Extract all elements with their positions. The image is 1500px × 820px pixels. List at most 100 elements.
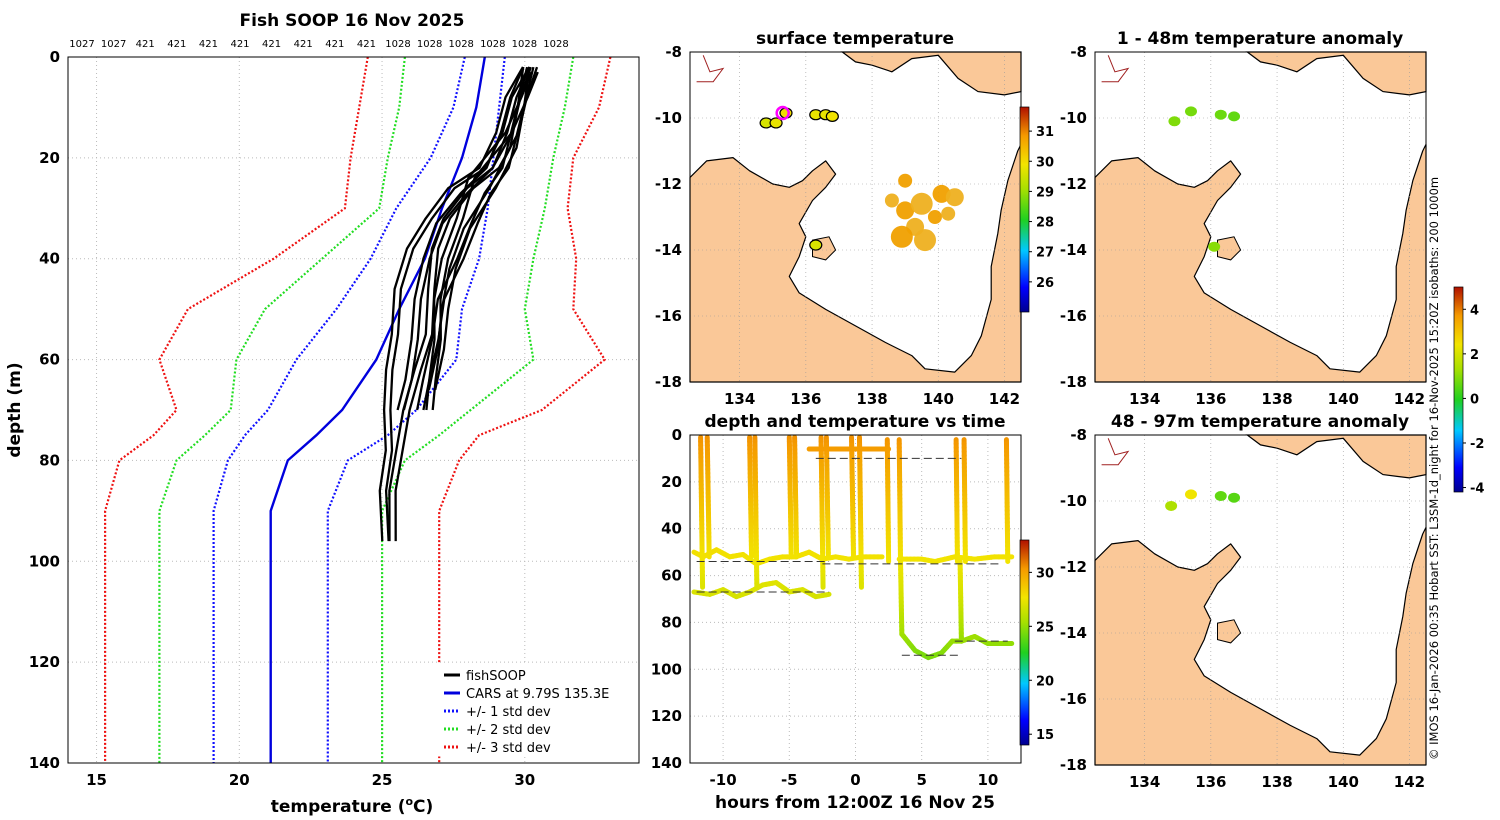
map-data-point: [1228, 492, 1241, 503]
profile-panel: Fish SOOP 16 Nov 2025 1027 1027 421 421 421 4…: [5, 11, 640, 817]
anom1-map: -8 -10 -12 -14 -16 -18 134 136 138 140 142: [1060, 43, 1427, 408]
profile-lines: [103, 57, 612, 763]
time-tracks: [691, 434, 1015, 661]
time-panel-title: depth and temperature vs time: [705, 412, 1006, 432]
isobath-line: [696, 55, 725, 83]
y-tick-label: 0: [672, 426, 682, 444]
fish-cast: [434, 66, 531, 391]
series-std3: [438, 57, 612, 763]
series-std1: [212, 57, 466, 763]
top-id-label: 1028: [448, 39, 473, 50]
map-lat-label: -18: [1060, 756, 1087, 774]
map-data-point: [1208, 241, 1221, 252]
series-std3: [103, 57, 369, 763]
sst-patch: [910, 192, 933, 215]
anom-colorbar-ticks: -4 -2 0 2 4: [1463, 303, 1484, 497]
map-lat-label: -8: [665, 43, 682, 61]
legend-cars: CARS at 9.79S 135.3E: [466, 687, 609, 702]
y-tick-label: 0: [50, 48, 60, 66]
x-tick-label: 10: [977, 771, 998, 789]
map-lat-label: -14: [655, 241, 682, 259]
top-id-label: 421: [199, 39, 218, 50]
x-tick-label: -5: [781, 771, 798, 789]
colorbar-tick-label: -4: [1470, 482, 1484, 497]
anom1-map-panel: 1 - 48m temperature anomaly -8-10-12-14-…: [1060, 29, 1427, 408]
map-frame: [1094, 51, 1427, 383]
map-lat-label: -14: [1060, 624, 1087, 642]
sst-patch: [945, 188, 964, 207]
map-data-point: [1214, 491, 1227, 502]
colorbar-tick-label: 25: [1036, 620, 1054, 635]
map-lat-label: -16: [1060, 690, 1087, 708]
map-data-point: [1168, 116, 1181, 127]
fish-cast: [427, 66, 525, 391]
x-tick-label: -10: [710, 771, 737, 789]
map-lat-label: -16: [655, 307, 682, 325]
legend-fish: fishSOOP: [466, 669, 526, 684]
series-std2: [158, 57, 406, 763]
map-lon-label: 134: [1129, 773, 1160, 791]
anom2-map-panel: 48 - 97m temperature anomaly -8 -10 -12 -14…: [1060, 412, 1427, 791]
fish-cast: [394, 66, 539, 542]
colorbar-tick-label: -2: [1470, 437, 1484, 452]
x-tick-label: 15: [86, 771, 107, 789]
sst-map-panel: surface temperature -8 -10 -12 -14 -16 -18 134…: [655, 29, 1054, 408]
x-tick-label: 0: [850, 771, 860, 789]
y-tick-label: 100: [651, 660, 682, 678]
top-id-label: 1028: [512, 39, 537, 50]
map-lon-label: 142: [989, 390, 1020, 408]
top-id-label: 421: [262, 39, 281, 50]
sst-map: -8 -10 -12 -14 -16 -18 134 136 138 140 142: [655, 43, 1022, 408]
top-id-label: 1028: [385, 39, 410, 50]
top-id-label: 421: [230, 39, 249, 50]
top-id-label: 421: [136, 39, 155, 50]
top-id-label: 421: [325, 39, 344, 50]
map-lat-label: -16: [1060, 307, 1087, 325]
x-tick-label: 20: [229, 771, 250, 789]
y-tick-label: 40: [661, 520, 682, 538]
series-std2: [381, 57, 575, 763]
sst-patch: [898, 173, 913, 188]
sst-patch: [927, 210, 942, 224]
colorbar-tick-label: 4: [1470, 303, 1479, 318]
top-id-label: 1028: [543, 39, 568, 50]
fish-cast: [431, 71, 539, 411]
map-lon-label: 140: [1328, 773, 1359, 791]
time-xlabel: hours from 12:00Z 16 Nov 25: [715, 793, 995, 813]
x-tick-label: 5: [916, 771, 926, 789]
sst-colorbar-ramp: [1019, 106, 1030, 313]
profile-top-ids: 1027 1027 421 421 421 421 421 421 421 421 1028 1028…: [69, 39, 568, 50]
map-lon-label: 136: [790, 390, 821, 408]
land-groote-eylandt: [1217, 619, 1242, 644]
colorbar-tick-label: 0: [1470, 392, 1479, 407]
isobath-line: [1101, 438, 1130, 466]
sst-patch: [890, 225, 913, 248]
legend-std1: +/- 1 std dev: [466, 705, 551, 720]
colorbar-tick-label: 28: [1036, 216, 1054, 231]
current-position-marker: [775, 105, 790, 121]
land-mainland: [689, 143, 1022, 383]
map-lon-label: 134: [724, 390, 755, 408]
colorbar-tick-label: 15: [1036, 728, 1054, 743]
map-lat-label: -8: [1070, 43, 1087, 61]
map-lon-label: 138: [1261, 773, 1292, 791]
series-cars: [269, 57, 486, 763]
sst-colorbar: 26 27 28 29 30 31: [1019, 106, 1054, 313]
colorbar-tick-label: 20: [1036, 674, 1054, 689]
top-id-label: 1027: [101, 39, 126, 50]
colorbar-tick-label: 27: [1036, 246, 1054, 261]
time-colorbar-ticks: 15 20 25 30: [1029, 566, 1054, 743]
top-id-label: 1028: [417, 39, 442, 50]
map-data-point: [1165, 500, 1178, 511]
x-tick-label: 25: [372, 771, 393, 789]
land-mainland: [1094, 526, 1427, 766]
map-lon-label: 142: [1394, 390, 1425, 408]
map-data-point: [809, 239, 823, 251]
map-lon-label: 136: [1195, 390, 1226, 408]
map-lon-label: 134: [1129, 390, 1160, 408]
y-tick-label: 140: [29, 754, 60, 772]
map-lon-label: 140: [1328, 390, 1359, 408]
y-tick-label: 60: [39, 351, 60, 369]
